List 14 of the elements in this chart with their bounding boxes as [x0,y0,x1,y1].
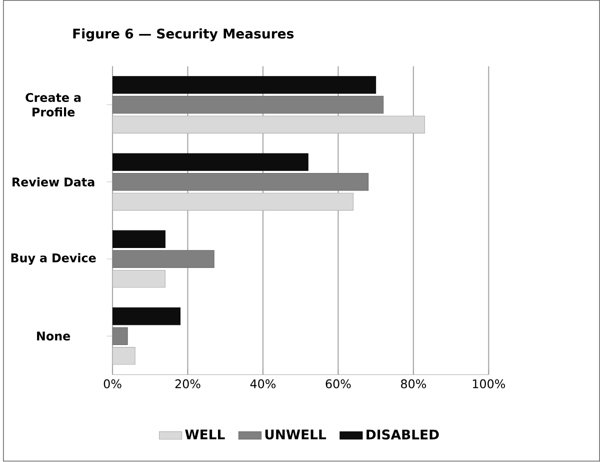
y-tick-label: Review Data [12,177,94,187]
x-tick-label: 20% [175,380,200,389]
x-tick-label: 80% [401,380,426,389]
x-tick-label: 0% [104,380,122,389]
y-tick-label: Create a Profile [26,93,81,117]
legend-label: UNWELL [265,430,326,440]
x-tick-label: 60% [326,380,351,389]
legend-label: DISABLED [366,430,439,440]
chart-title: Figure 6 — Security Measures [73,28,294,42]
y-tick-label: Buy a Device [11,253,96,266]
x-tick-label: 40% [250,380,276,389]
x-tick-label: 100% [472,380,505,389]
y-tick-label: None [37,332,70,341]
legend-label: WELL [185,430,225,440]
